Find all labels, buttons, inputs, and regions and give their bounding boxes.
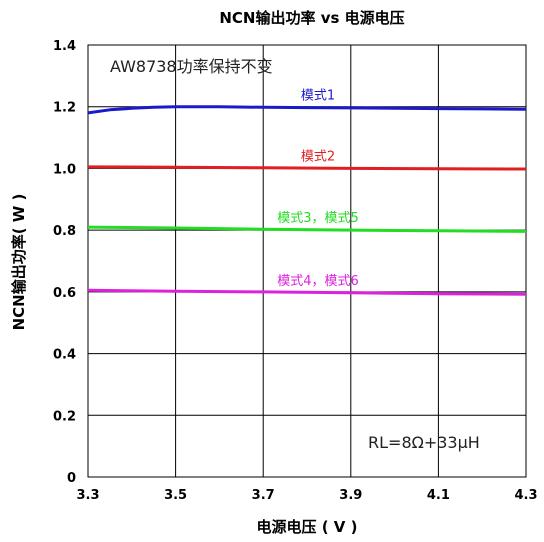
y-tick-labels: 0 0.2 0.4 0.6 0.8 1.0 1.2 1.4 <box>53 39 76 486</box>
annotation-bottom-right: RL=8Ω+33μH <box>368 433 480 452</box>
y-tick-label: 1.2 <box>53 101 76 116</box>
series-lines <box>87 105 527 296</box>
series-line-1 <box>87 105 527 115</box>
series-label-3: 模式3，模式5 <box>277 211 359 226</box>
series-label-4: 模式4，模式6 <box>277 274 359 289</box>
series-line-3 <box>87 225 527 233</box>
x-tick-label: 3.7 <box>252 488 275 503</box>
x-tick-label: 3.9 <box>339 488 362 503</box>
y-tick-label: 1.0 <box>53 162 76 177</box>
series-line-4 <box>87 288 527 296</box>
x-tick-label: 3.5 <box>164 488 187 503</box>
y-tick-label: 0.8 <box>53 224 76 239</box>
y-tick-label: 0.6 <box>53 286 76 301</box>
x-tick-label: 4.1 <box>427 488 450 503</box>
annotation-top-left: AW8738功率保持不变 <box>110 57 273 76</box>
series-label-1: 模式1 <box>301 88 335 103</box>
chart-title: NCN输出功率 vs 电源电压 <box>219 9 404 27</box>
y-tick-label: 0 <box>67 471 76 486</box>
series-line-2 <box>87 165 527 171</box>
y-tick-label: 1.4 <box>53 39 76 54</box>
y-tick-label: 0.4 <box>53 348 76 363</box>
x-axis-label: 电源电压 ( V ) <box>257 518 358 536</box>
x-tick-labels: 3.3 3.5 3.7 3.9 4.1 4.3 <box>76 488 537 503</box>
plot-area <box>87 44 527 478</box>
x-tick-label: 3.3 <box>76 488 99 503</box>
y-tick-label: 0.2 <box>53 409 76 424</box>
series-label-2: 模式2 <box>301 149 335 164</box>
y-axis-label: NCN输出功率( W ) <box>10 194 28 331</box>
gridlines <box>88 45 526 477</box>
series-labels: 模式1 模式2 模式3，模式5 模式4，模式6 <box>277 88 359 288</box>
x-tick-label: 4.3 <box>514 488 537 503</box>
